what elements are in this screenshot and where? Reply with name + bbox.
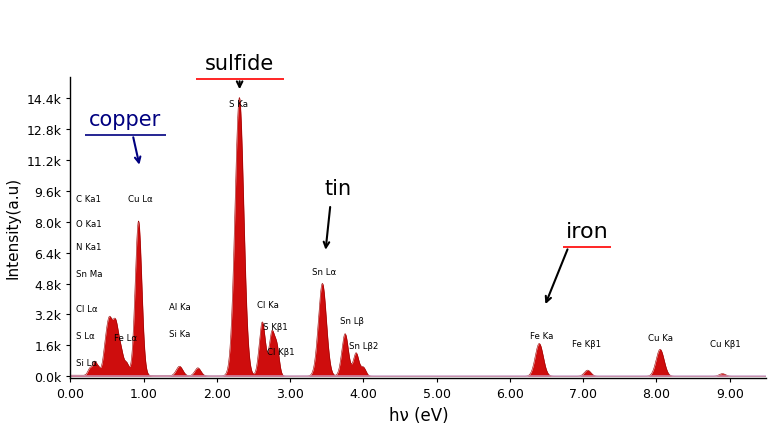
Text: Si Ka: Si Ka (169, 329, 191, 338)
Text: C Ka1: C Ka1 (76, 194, 101, 203)
X-axis label: hν (eV): hν (eV) (389, 406, 448, 424)
Text: sulfide: sulfide (205, 54, 274, 74)
Text: O Ka1: O Ka1 (76, 220, 102, 228)
Text: Fe Ka: Fe Ka (530, 332, 554, 341)
Text: Sn Ma: Sn Ma (76, 270, 102, 279)
Text: N Ka1: N Ka1 (76, 243, 102, 252)
Text: Cl Kβ1: Cl Kβ1 (267, 347, 294, 356)
Text: Fe Lα: Fe Lα (114, 333, 138, 342)
Text: tin: tin (325, 179, 351, 199)
Text: Cu Ka: Cu Ka (647, 333, 673, 342)
Text: Al Ka: Al Ka (169, 303, 191, 311)
Text: Sn Lβ: Sn Lβ (340, 316, 364, 325)
Text: iron: iron (565, 221, 608, 241)
Text: S Kβ1: S Kβ1 (263, 322, 288, 331)
Y-axis label: Intensity(a.u): Intensity(a.u) (5, 177, 21, 279)
Text: Sn Lα: Sn Lα (312, 268, 336, 277)
Text: Cl Ka: Cl Ka (257, 301, 279, 310)
Text: Cu Kβ1: Cu Kβ1 (710, 339, 741, 348)
Text: Cl Lα: Cl Lα (76, 304, 98, 313)
Text: S Ka: S Ka (228, 100, 248, 109)
Text: Fe Kβ1: Fe Kβ1 (572, 339, 601, 348)
Text: Cu Lα: Cu Lα (127, 194, 152, 203)
Text: copper: copper (89, 110, 161, 129)
Text: Sn Lβ2: Sn Lβ2 (349, 341, 378, 350)
Text: S Lα: S Lα (76, 332, 95, 341)
Text: Si Lα: Si Lα (76, 359, 98, 368)
